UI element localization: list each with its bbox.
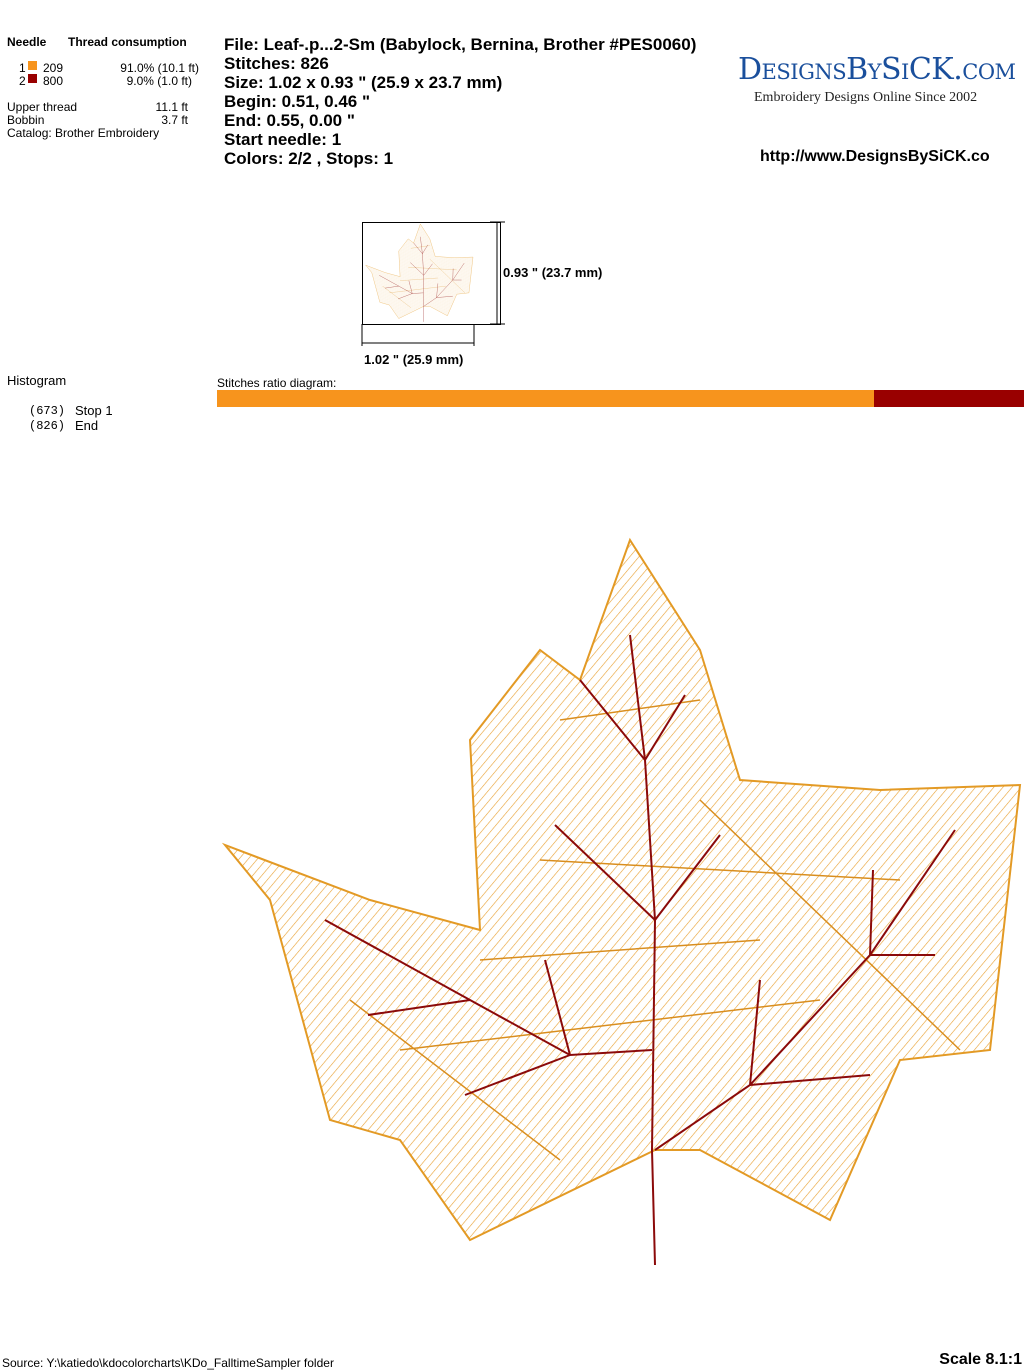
- total-value: 3.7 ft: [161, 113, 188, 127]
- ratio-bar-2: [874, 390, 1024, 407]
- info-line: Size: 1.02 x 0.93 " (25.9 x 23.7 mm): [224, 73, 503, 92]
- swatch: [28, 74, 37, 83]
- url: http://www.DesignsBySiCK.co: [760, 148, 990, 165]
- catalog: Catalog: Brother Embroidery: [7, 126, 160, 140]
- histogram-count: (673): [29, 404, 66, 418]
- code: 800: [43, 74, 64, 88]
- info-line: Colors: 2/2 , Stops: 1: [224, 149, 394, 168]
- header-needle: Needle: [7, 35, 47, 49]
- info-line: File: Leaf-.p...2-Sm (Babylock, Bernina,…: [224, 35, 697, 54]
- total-label: Upper thread: [7, 100, 78, 114]
- preview-box: [362, 222, 501, 325]
- info-line: End: 0.55, 0.00 ": [224, 111, 355, 130]
- histogram-label: Stop 1: [75, 403, 113, 418]
- dimension-lines: [361, 221, 505, 346]
- ratio-bar-1: [217, 390, 874, 407]
- preview-leaf: [365, 223, 474, 323]
- info-list: File: Leaf-.p...2-Sm (Babylock, Bernina,…: [224, 35, 696, 168]
- usage: 91.0% (10.1 ft): [120, 61, 199, 75]
- logo: DesignsBySiCK.com: [738, 52, 1016, 87]
- source: Source: Y:\katiedo\kdocolorcharts\KDo_Fa…: [2, 1356, 334, 1370]
- scale: Scale 8.1:1: [939, 1351, 1022, 1368]
- needle: 1: [19, 61, 26, 75]
- header-thread: Thread consumption: [68, 35, 187, 49]
- leaf-design: [224, 539, 1021, 1266]
- width-label: 1.02 " (25.9 mm): [364, 352, 463, 367]
- histogram-count: (826): [29, 419, 66, 433]
- swatch: [28, 61, 37, 70]
- histogram-title: Histogram: [7, 373, 67, 388]
- total-value: 11.1 ft: [155, 100, 188, 114]
- info-line: Stitches: 826: [224, 54, 329, 73]
- code: 209: [43, 61, 64, 75]
- info-line: Begin: 0.51, 0.46 ": [224, 92, 371, 111]
- info-line: Start needle: 1: [224, 130, 342, 149]
- usage: 9.0% (1.0 ft): [126, 74, 192, 88]
- tagline: Embroidery Designs Online Since 2002: [754, 90, 978, 105]
- height-label: 0.93 " (23.7 mm): [503, 265, 602, 280]
- total-label: Bobbin: [7, 113, 45, 127]
- ratio-label: Stitches ratio diagram:: [217, 376, 337, 390]
- needle: 2: [19, 74, 26, 88]
- histogram-label: End: [75, 418, 99, 433]
